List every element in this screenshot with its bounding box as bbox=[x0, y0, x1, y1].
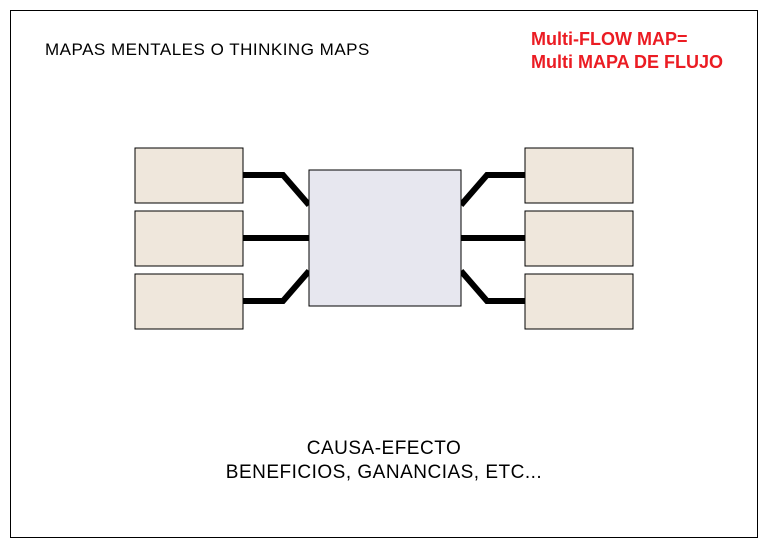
cause-box-0 bbox=[135, 148, 243, 203]
effect-box-1 bbox=[525, 211, 633, 266]
connector-right-2 bbox=[461, 271, 525, 301]
multi-flow-diagram bbox=[0, 0, 768, 548]
effect-box-0 bbox=[525, 148, 633, 203]
cause-box-1 bbox=[135, 211, 243, 266]
cause-box-2 bbox=[135, 274, 243, 329]
effect-box-2 bbox=[525, 274, 633, 329]
connector-left-0 bbox=[243, 175, 309, 205]
connector-right-0 bbox=[461, 175, 525, 205]
connector-left-2 bbox=[243, 271, 309, 301]
center-event-box bbox=[309, 170, 461, 306]
